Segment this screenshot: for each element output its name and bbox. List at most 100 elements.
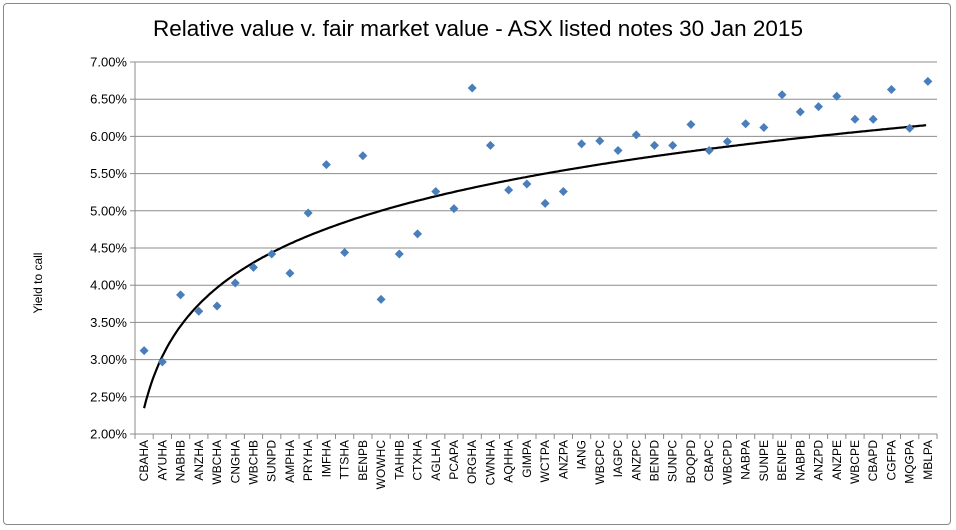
y-tick-label: 5.50% (90, 166, 127, 181)
y-tick-label: 2.50% (90, 389, 127, 404)
x-tick-label: CBAHA (137, 440, 151, 481)
x-tick-label: PRYHA (301, 440, 315, 481)
x-tick-label: BENPD (647, 440, 661, 482)
data-point (540, 198, 550, 208)
x-tick-label: SUNPC (666, 440, 680, 482)
x-tick-label: NABPA (739, 440, 753, 480)
x-tick-label: PCAPA (447, 440, 461, 480)
data-point (631, 130, 641, 140)
x-tick-label: TAHHB (392, 440, 406, 480)
data-point (449, 204, 459, 214)
x-tick-label: ANZPA (556, 440, 570, 479)
data-point (577, 139, 587, 149)
data-point (248, 262, 258, 272)
data-point (485, 140, 495, 150)
data-point (522, 179, 532, 189)
x-tick-label: IMFHA (319, 440, 333, 477)
data-point (467, 83, 477, 93)
x-tick-label: BENPB (356, 440, 370, 481)
data-point (558, 186, 568, 196)
y-tick-label: 6.50% (90, 92, 127, 107)
data-point (795, 107, 805, 117)
x-tick-label: TTSHA (338, 440, 352, 479)
data-point (704, 146, 714, 156)
x-tick-label: CBAPC (702, 440, 716, 482)
x-tick-label: IANG (575, 440, 589, 469)
data-points (139, 76, 933, 367)
x-tick-label: CTXHA (411, 440, 425, 481)
x-tick-label: WOWHC (374, 440, 388, 490)
x-tick-label: WBCPE (848, 440, 862, 484)
x-tick-label: ANZPC (629, 440, 643, 481)
x-tick-label: WBCHB (246, 440, 260, 485)
x-tick-label: SUNPE (757, 440, 771, 481)
data-point (668, 140, 678, 150)
x-tick-label: BENPE (775, 440, 789, 481)
data-point (686, 119, 696, 129)
data-point (850, 114, 860, 124)
gridlines (130, 61, 937, 435)
data-point (649, 140, 659, 150)
x-tick-label: CGFPA (884, 440, 898, 480)
x-tick-label: AGLHA (429, 440, 443, 481)
x-tick-label: ANZPD (812, 440, 826, 481)
y-tick-label: 3.00% (90, 352, 127, 367)
y-tick-label: 7.00% (90, 55, 127, 70)
x-tick-labels: CBAHA AYUHA NABHB ANZHA WBCHA CNGHA WBCHB SUNPD… (137, 440, 935, 490)
x-tick-label: CBAPD (866, 440, 880, 482)
x-tick-label: WBCPC (593, 440, 607, 485)
data-point (194, 306, 204, 316)
x-tick-label: NABHB (174, 440, 188, 481)
data-point (139, 346, 149, 356)
x-tick-label: CWNHA (483, 440, 497, 485)
x-tick-label: AYUHA (155, 440, 169, 480)
y-tick-label: 4.00% (90, 278, 127, 293)
data-point (176, 290, 186, 300)
x-tick-label: IAGPC (611, 440, 625, 478)
data-point (923, 76, 933, 86)
data-point (303, 208, 313, 218)
data-point (267, 249, 277, 259)
y-tick-label: 6.00% (90, 129, 127, 144)
x-tick-label: AMPHA (283, 440, 297, 483)
x-tick-label: ORGHA (465, 440, 479, 484)
data-point (230, 278, 240, 288)
data-point (905, 123, 915, 133)
x-tick-label: MQGPA (903, 440, 917, 484)
data-point (431, 186, 441, 196)
y-tick-label: 3.50% (90, 315, 127, 330)
trendline (143, 124, 927, 409)
data-point (157, 357, 167, 367)
data-point (759, 122, 769, 132)
y-tick-label: 5.00% (90, 203, 127, 218)
data-point (741, 119, 751, 129)
data-point (321, 160, 331, 170)
x-tick-label: BOQPD (684, 440, 698, 484)
data-point (613, 146, 623, 156)
x-tick-label: NABPB (793, 440, 807, 481)
x-tick-label: AQHHA (502, 440, 516, 483)
data-point (212, 301, 222, 311)
data-point (358, 151, 368, 161)
data-point (376, 294, 386, 304)
data-point (777, 90, 787, 100)
x-tick-label: GIMPA (520, 440, 534, 478)
x-tick-label: ANZPE (830, 440, 844, 480)
data-point (595, 136, 605, 146)
axes (134, 62, 938, 439)
data-point (722, 137, 732, 147)
x-tick-label: CNGHA (228, 440, 242, 483)
x-tick-label: WBCPD (720, 440, 734, 485)
data-point (868, 114, 878, 124)
x-tick-label: WCTPA (538, 440, 552, 482)
x-tick-label: ANZHA (192, 440, 206, 481)
chart-frame (3, 3, 951, 525)
data-point (413, 229, 423, 239)
y-tick-label: 2.00% (90, 427, 127, 442)
x-tick-label: MBLPA (921, 440, 935, 480)
data-point (504, 185, 514, 195)
chart-title: Relative value v. fair market value - AS… (153, 16, 803, 41)
data-point (886, 85, 896, 95)
data-point (814, 102, 824, 112)
